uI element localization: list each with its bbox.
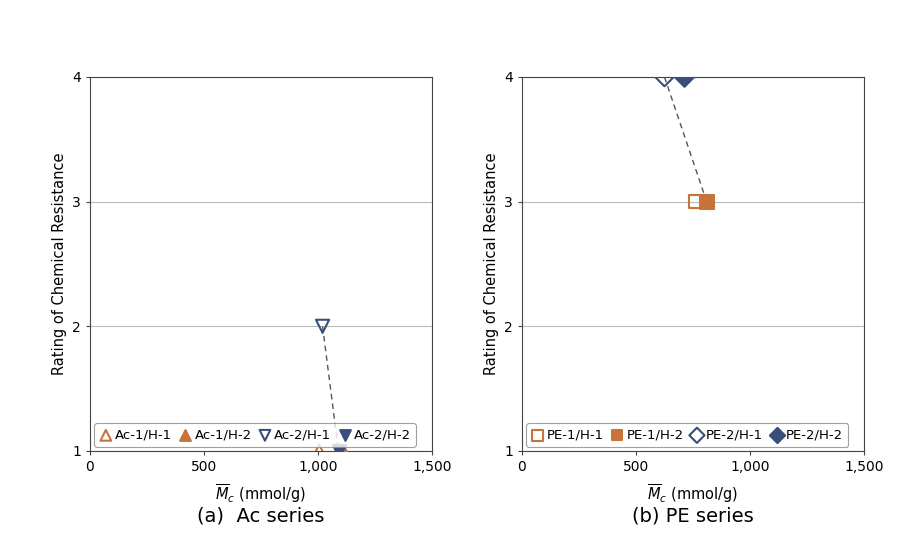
- X-axis label: $\overline{M}_c$ (mmol/g): $\overline{M}_c$ (mmol/g): [647, 482, 739, 505]
- Y-axis label: Rating of Chemical Resistance: Rating of Chemical Resistance: [51, 153, 67, 375]
- Legend: Ac-1/H-1, Ac-1/H-2, Ac-2/H-1, Ac-2/H-2: Ac-1/H-1, Ac-1/H-2, Ac-2/H-1, Ac-2/H-2: [94, 424, 416, 447]
- Legend: PE-1/H-1, PE-1/H-2, PE-2/H-1, PE-2/H-2: PE-1/H-1, PE-1/H-2, PE-2/H-1, PE-2/H-2: [526, 424, 848, 447]
- Point: [688, 197, 703, 206]
- Point: [312, 447, 327, 455]
- Point: [315, 322, 329, 331]
- X-axis label: $\overline{M}_c$ (mmol/g): $\overline{M}_c$ (mmol/g): [215, 482, 307, 505]
- Point: [336, 447, 350, 455]
- Text: (b) PE series: (b) PE series: [632, 506, 754, 525]
- Text: (a)  Ac series: (a) Ac series: [197, 506, 325, 525]
- Point: [699, 197, 714, 206]
- Y-axis label: Rating of Chemical Resistance: Rating of Chemical Resistance: [483, 153, 499, 375]
- Point: [331, 447, 346, 455]
- Point: [677, 73, 691, 81]
- Point: [657, 73, 671, 81]
